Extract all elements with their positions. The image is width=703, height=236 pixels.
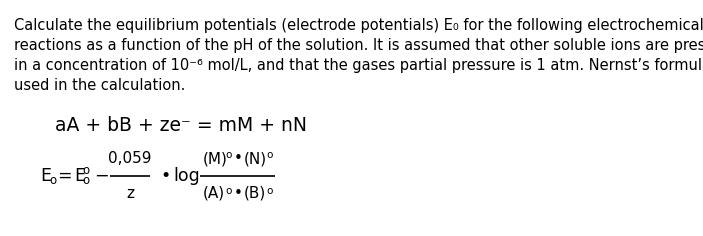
Text: o: o bbox=[82, 164, 89, 177]
Text: −: − bbox=[94, 167, 108, 185]
Text: (N): (N) bbox=[244, 151, 267, 166]
Text: •: • bbox=[160, 167, 170, 185]
Text: log: log bbox=[173, 167, 200, 185]
Text: 0,059: 0,059 bbox=[108, 151, 152, 166]
Text: used in the calculation.: used in the calculation. bbox=[14, 78, 186, 93]
Text: aA + bB + ze⁻ = mM + nN: aA + bB + ze⁻ = mM + nN bbox=[55, 116, 307, 135]
Text: E: E bbox=[40, 167, 51, 185]
Text: •: • bbox=[234, 151, 243, 166]
Text: reactions as a function of the pH of the solution. It is assumed that other solu: reactions as a function of the pH of the… bbox=[14, 38, 703, 53]
Text: E: E bbox=[74, 167, 85, 185]
Text: o: o bbox=[266, 186, 272, 196]
Text: o: o bbox=[266, 150, 272, 160]
Text: o: o bbox=[82, 174, 89, 187]
Text: =: = bbox=[58, 167, 78, 185]
Text: Calculate the equilibrium potentials (electrode potentials) E₀ for the following: Calculate the equilibrium potentials (el… bbox=[14, 18, 703, 33]
Text: z: z bbox=[126, 186, 134, 201]
Text: in a concentration of 10⁻⁶ mol/L, and that the gases partial pressure is 1 atm. : in a concentration of 10⁻⁶ mol/L, and th… bbox=[14, 58, 703, 73]
Text: o: o bbox=[49, 173, 56, 186]
Text: (B): (B) bbox=[244, 186, 266, 201]
Text: o: o bbox=[225, 186, 231, 196]
Text: •: • bbox=[234, 186, 243, 201]
Text: (M): (M) bbox=[203, 151, 228, 166]
Text: o: o bbox=[225, 150, 231, 160]
Text: (A): (A) bbox=[203, 186, 225, 201]
